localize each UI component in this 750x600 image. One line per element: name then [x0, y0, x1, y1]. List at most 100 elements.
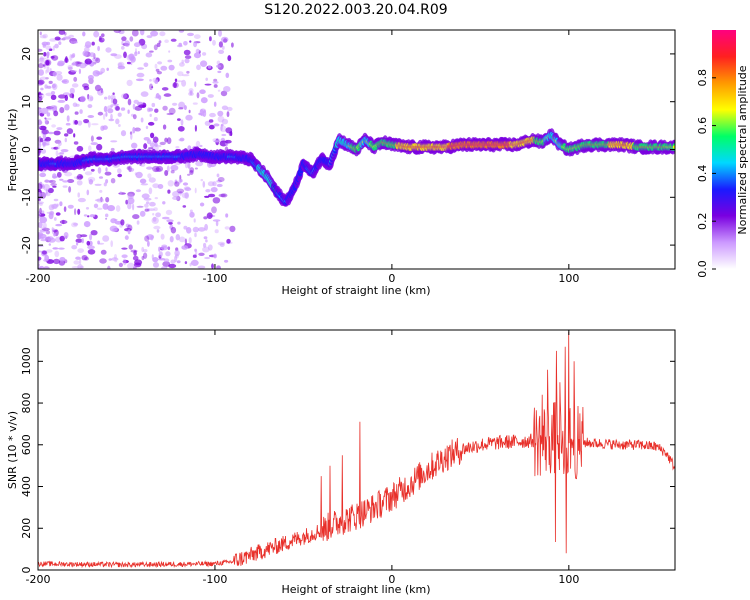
heatmap-cell: [100, 125, 105, 131]
heatmap-cell: [127, 202, 132, 210]
heatmap-cell: [40, 226, 47, 230]
heatmap-cell: [96, 198, 105, 203]
heatmap-cell: [45, 69, 48, 74]
heatmap-cell: [178, 179, 182, 184]
heatmap-cell: [47, 131, 54, 135]
heatmap-cell: [166, 219, 174, 223]
heatmap-cell: [77, 208, 81, 215]
heatmap-cell: [168, 221, 173, 225]
heatmap-cell: [75, 256, 81, 260]
heatmap-cell: [168, 50, 171, 53]
heatmap-cell: [42, 133, 47, 140]
heatmap-cell: [162, 201, 166, 205]
heatmap-cell: [188, 237, 192, 244]
heatmap-cell: [48, 48, 53, 51]
heatmap-cell: [118, 192, 126, 195]
heatmap-cell: [120, 219, 125, 226]
heatmap-cell: [172, 82, 179, 89]
heatmap-cell: [125, 223, 130, 228]
heatmap-cell: [76, 175, 79, 180]
heatmap-cell: [170, 170, 175, 174]
heatmap-cell: [77, 197, 86, 203]
heatmap-cell: [225, 213, 229, 218]
heatmap-cell: [38, 211, 42, 217]
heatmap-cell: [158, 251, 163, 257]
heatmap-cell: [194, 232, 197, 238]
heatmap-cell: [43, 52, 47, 57]
heatmap-cell: [110, 218, 117, 224]
heatmap-cell: [221, 133, 227, 137]
heatmap-cell: [148, 208, 155, 212]
heatmap-cell: [112, 103, 119, 107]
heatmap-cell: [82, 50, 88, 57]
heatmap-cell: [107, 95, 111, 100]
heatmap-cell: [58, 41, 62, 45]
heatmap-cell: [94, 199, 102, 202]
heatmap-cell: [94, 84, 102, 92]
heatmap-cell: [43, 222, 47, 229]
heatmap-cell: [71, 266, 80, 269]
heatmap-cell: [170, 164, 179, 171]
heatmap-cell: [200, 60, 208, 67]
heatmap-cell: [77, 192, 80, 198]
heatmap-cell: [104, 171, 112, 176]
heatmap-cell: [156, 71, 162, 75]
heatmap-cell: [84, 44, 91, 49]
heatmap-cell: [167, 189, 171, 194]
heatmap-cell: [183, 105, 187, 111]
heatmap-cell: [56, 145, 61, 150]
heatmap-cell: [38, 256, 42, 261]
heatmap-cell: [150, 132, 155, 139]
heatmap-cell: [87, 75, 94, 80]
heatmap-cell: [148, 187, 153, 195]
heatmap-cell: [87, 94, 90, 100]
heatmap-cell: [212, 219, 221, 222]
heatmap-cell: [59, 235, 65, 242]
heatmap-cell: [174, 255, 178, 263]
heatmap-cell: [177, 71, 184, 77]
heatmap-cell: [91, 123, 99, 126]
heatmap-cell: [147, 240, 150, 247]
heatmap-cell: [149, 50, 154, 53]
heatmap-cell: [80, 234, 88, 238]
heatmap-cell: [39, 207, 42, 214]
heatmap-cell: [216, 183, 223, 188]
heatmap-cell: [58, 247, 65, 250]
heatmap-cell: [178, 30, 185, 33]
heatmap-cell: [47, 187, 54, 194]
heatmap-cell: [161, 87, 169, 91]
heatmap-cell: [62, 219, 65, 225]
heatmap-cell: [71, 83, 79, 88]
heatmap-cell: [139, 178, 147, 184]
heatmap-cell: [40, 238, 47, 242]
heatmap-cell: [38, 232, 44, 237]
heatmap-cell: [68, 34, 75, 38]
heatmap-cell: [89, 233, 93, 241]
heatmap-cell: [45, 180, 54, 183]
heatmap-cell: [182, 205, 187, 208]
heatmap-cell: [165, 209, 173, 216]
heatmap-cell: [105, 167, 108, 172]
heatmap-cell: [189, 167, 195, 173]
heatmap-cell: [149, 201, 156, 207]
heatmap-cell: [41, 227, 50, 231]
x-tick-label: -100: [202, 573, 227, 586]
heatmap-cell: [38, 192, 42, 197]
chart-title: S120.2022.003.20.04.R09: [264, 2, 447, 18]
heatmap-cell: [227, 55, 232, 62]
heatmap-cell: [220, 123, 224, 127]
heatmap-cell: [88, 145, 92, 152]
heatmap-cell: [83, 221, 91, 228]
heatmap-cell: [152, 257, 159, 263]
heatmap-cell: [49, 179, 56, 184]
heatmap-cell: [188, 109, 191, 114]
heatmap-cell: [170, 38, 177, 42]
heatmap-cell: [128, 167, 135, 172]
heatmap-cell: [52, 185, 57, 188]
heatmap-cell: [59, 220, 68, 224]
heatmap-cell: [223, 86, 231, 93]
heatmap-cell: [107, 265, 111, 269]
heatmap-cell: [148, 147, 154, 150]
colorbar-tick-label: 0.8: [696, 69, 709, 87]
